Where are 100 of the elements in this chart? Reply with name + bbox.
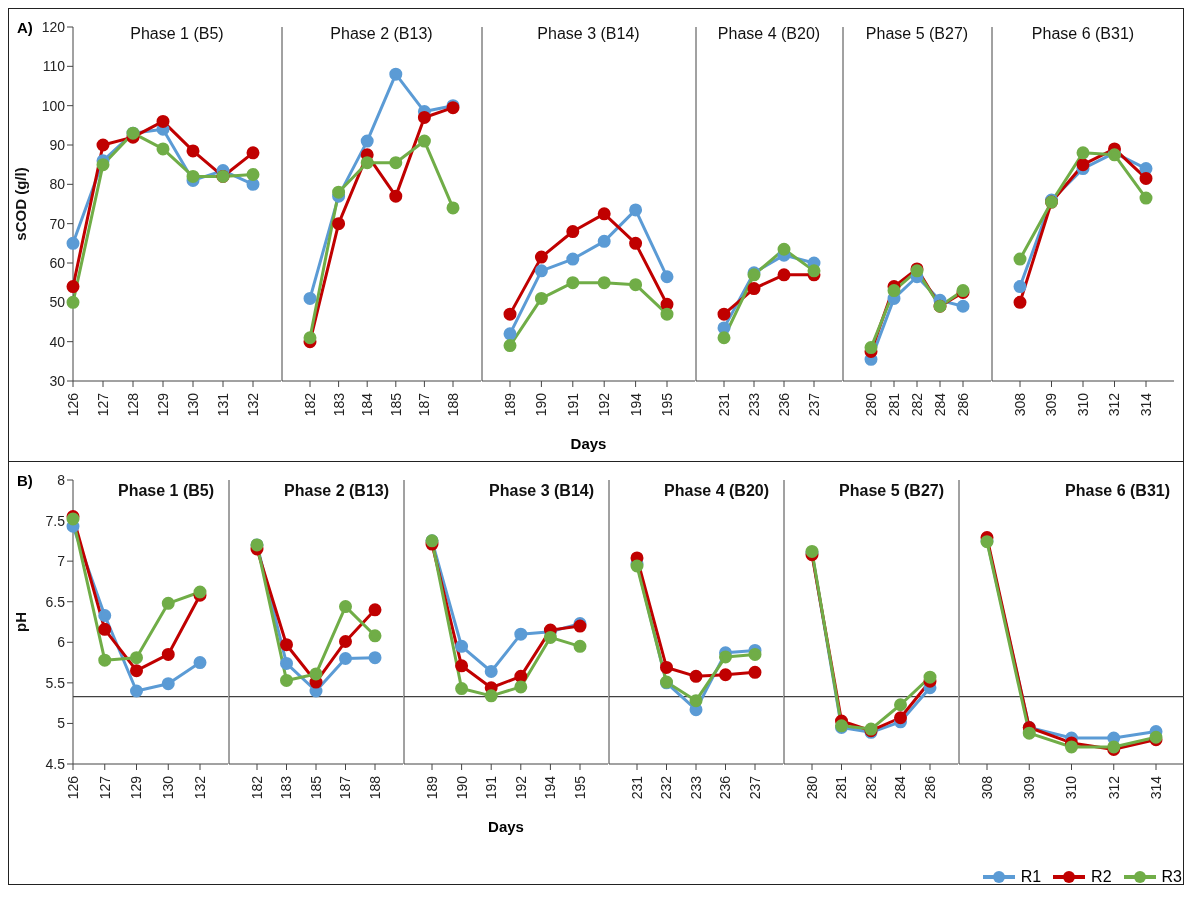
chart-title: Phase 2 (B13) <box>283 482 390 500</box>
legend-label: R1 <box>1020 868 1042 886</box>
y-tick-label: 6 <box>57 634 66 651</box>
y-tick-label: 5 <box>57 715 66 732</box>
x-tick-label: 128 <box>124 392 141 417</box>
x-tick-label: 286 <box>954 392 971 417</box>
x-axis-title: Days <box>569 435 608 452</box>
x-tick-label: 190 <box>453 775 470 800</box>
y-tick-label: 80 <box>49 176 66 193</box>
x-tick-label: 281 <box>885 392 902 417</box>
x-tick-label: 282 <box>908 392 925 417</box>
x-tick-label: 187 <box>416 392 433 417</box>
x-tick-label: 284 <box>931 392 948 417</box>
x-tick-label: 195 <box>658 392 675 417</box>
y-tick-label: 90 <box>49 136 66 153</box>
legend-label: R2 <box>1091 868 1112 886</box>
chart-title: Phase 3 (B14) <box>488 482 595 500</box>
x-tick-label: 308 <box>1011 392 1028 417</box>
y-tick-label: 70 <box>49 215 66 232</box>
x-tick-label: 192 <box>596 392 613 417</box>
y-tick-label: 120 <box>41 18 66 35</box>
x-tick-label: 284 <box>892 775 909 800</box>
y-tick-label: 100 <box>41 97 66 114</box>
x-tick-label: 236 <box>717 775 734 800</box>
y-tick-label: 4.5 <box>45 755 66 772</box>
x-tick-label: 233 <box>745 392 762 417</box>
x-tick-label: 309 <box>1021 775 1038 800</box>
chart-title: Phase 1 (B5) <box>116 482 215 500</box>
chart-title: Phase 3 (B14) <box>536 25 641 43</box>
x-tick-label: 184 <box>359 392 376 417</box>
y-tick-label: 40 <box>49 333 66 350</box>
x-axis-title: Days <box>487 818 525 835</box>
y-tick-label: 5.5 <box>45 674 66 691</box>
x-tick-label: 310 <box>1074 392 1091 417</box>
x-tick-label: 132 <box>191 775 208 800</box>
x-tick-label: 191 <box>564 392 581 417</box>
x-tick-label: 309 <box>1043 392 1060 417</box>
x-tick-label: 280 <box>862 392 879 417</box>
x-tick-label: 192 <box>512 775 529 800</box>
x-tick-label: 314 <box>1147 775 1164 800</box>
y-tick-label: 6.5 <box>45 593 66 610</box>
x-tick-label: 129 <box>128 775 145 800</box>
x-tick-label: 185 <box>307 775 324 800</box>
x-tick-label: 195 <box>571 775 588 800</box>
x-tick-label: 308 <box>978 775 995 800</box>
y-tick-label: 7.5 <box>45 512 66 529</box>
x-tick-label: 182 <box>301 392 318 417</box>
x-tick-label: 310 <box>1063 775 1080 800</box>
chart-title: Phase 4 (B20) <box>663 482 770 500</box>
x-tick-label: 130 <box>160 775 177 800</box>
x-tick-label: 194 <box>542 775 559 800</box>
chart-title: Phase 6 (B31) <box>1064 482 1171 500</box>
y-tick-label: 50 <box>49 294 66 311</box>
text: B) <box>17 472 33 489</box>
chart-title: Phase 5 (B27) <box>864 25 970 43</box>
x-tick-label: 127 <box>94 392 111 417</box>
x-tick-label: 190 <box>533 392 550 417</box>
x-tick-label: 188 <box>444 392 461 417</box>
x-tick-label: 187 <box>337 775 354 800</box>
chart-title: Phase 2 (B13) <box>329 25 434 43</box>
x-tick-label: 231 <box>628 775 645 800</box>
x-tick-label: 312 <box>1106 392 1123 417</box>
x-tick-label: 191 <box>483 775 500 800</box>
y-axis-title: pH <box>12 612 30 632</box>
x-tick-label: 236 <box>775 392 792 417</box>
x-tick-label: 237 <box>746 775 763 800</box>
chart-title: Phase 6 (B31) <box>1030 25 1136 43</box>
x-tick-label: 281 <box>833 775 850 800</box>
x-tick-label: 183 <box>278 775 295 800</box>
x-tick-label: 127 <box>96 775 113 800</box>
chart-title: Phase 1 (B5) <box>129 25 225 43</box>
x-tick-label: 233 <box>687 775 704 800</box>
x-tick-label: 185 <box>387 392 404 417</box>
x-tick-label: 237 <box>805 392 822 417</box>
x-tick-label: 183 <box>330 392 347 417</box>
y-tick-label: 8 <box>57 471 66 488</box>
y-tick-label: 110 <box>42 58 66 75</box>
x-tick-label: 314 <box>1137 392 1154 417</box>
x-tick-label: 131 <box>214 392 231 417</box>
x-tick-label: 194 <box>627 392 644 417</box>
y-axis-title: sCOD (g/l) <box>12 167 30 241</box>
chart-title: Phase 5 (B27) <box>838 482 945 500</box>
y-tick-label: 7 <box>57 553 66 570</box>
legend-label: R3 <box>1161 868 1182 886</box>
x-tick-label: 231 <box>715 392 732 417</box>
x-tick-label: 129 <box>154 392 171 417</box>
x-tick-label: 130 <box>184 392 201 417</box>
x-tick-label: 132 <box>244 392 261 417</box>
x-tick-label: 280 <box>803 775 820 800</box>
chart-title: Phase 4 (B20) <box>716 25 822 43</box>
y-tick-label: 60 <box>49 254 66 271</box>
x-tick-label: 189 <box>423 775 440 800</box>
x-tick-label: 188 <box>366 775 383 800</box>
x-tick-label: 282 <box>862 775 879 800</box>
y-tick-label: 30 <box>49 372 66 389</box>
x-tick-label: 126 <box>64 392 81 417</box>
x-tick-label: 189 <box>501 392 518 417</box>
x-tick-label: 312 <box>1105 775 1122 800</box>
text: A) <box>17 19 33 36</box>
x-tick-label: 182 <box>248 775 265 800</box>
